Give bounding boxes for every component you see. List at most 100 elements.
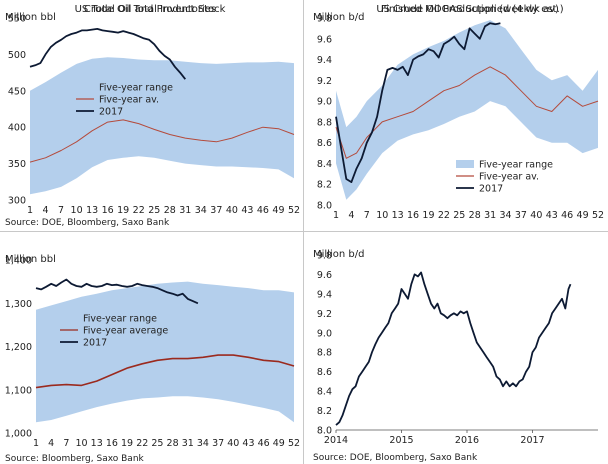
five-year-average-line	[35, 354, 295, 389]
x-tick-label: 19	[422, 210, 434, 221]
y-tick-label: 400	[8, 123, 26, 134]
legend-label: Five-year range	[83, 314, 157, 325]
x-tick-label: 34	[197, 438, 209, 449]
series-line-2017	[29, 28, 187, 80]
x-tick-label: 49	[272, 205, 284, 216]
y-tick-label: 8.4	[317, 387, 332, 398]
source-note: Source: Bloomberg, Saxo Bank	[5, 454, 145, 464]
y-tick-label: 450	[8, 86, 26, 97]
x-tick-label: 2016	[455, 435, 479, 446]
y-tick-label: 550	[8, 14, 26, 25]
y-tick-label: 1,200	[5, 342, 32, 353]
x-tick-label: 34	[195, 205, 207, 216]
x-tick-label: 7	[364, 210, 370, 221]
x-tick-label: 43	[546, 210, 558, 221]
y-axis-label: Million bbl	[5, 254, 56, 265]
x-tick-label: 28	[469, 210, 481, 221]
x-tick-label: 31	[179, 205, 191, 216]
y-tick-label: 8.2	[317, 180, 332, 191]
x-tick-label: 43	[242, 438, 254, 449]
x-tick-label: 28	[164, 205, 176, 216]
five-year-range-band	[36, 281, 294, 423]
x-tick-label: 40	[227, 438, 239, 449]
x-tick-label: 52	[288, 205, 300, 216]
x-tick-label: 49	[273, 438, 285, 449]
y-tick-label: 9.8	[317, 14, 332, 25]
y-tick-label: 8.6	[317, 367, 332, 378]
legend-swatch-range	[456, 160, 474, 168]
panel-divider-horizontal	[0, 231, 608, 232]
y-axis-label: Million b/d	[313, 249, 364, 260]
legend-label: 2017	[99, 107, 123, 118]
x-tick-label: 22	[136, 438, 148, 449]
five-year-range-band	[336, 20, 598, 200]
x-tick-label: 7	[58, 205, 64, 216]
series-line-2017	[335, 22, 501, 183]
five-year-average-line	[335, 66, 599, 159]
y-tick-label: 8.0	[317, 201, 332, 212]
x-tick-label: 16	[102, 205, 114, 216]
x-tick-label: 7	[63, 438, 69, 449]
x-tick-label: 52	[288, 438, 300, 449]
y-tick-label: 9.2	[317, 309, 332, 320]
x-tick-label: 1	[333, 210, 339, 221]
x-tick-label: 16	[106, 438, 118, 449]
legend-label: Five-year range	[99, 83, 173, 94]
chart-title: Finished MOGAS Supplied (4 wk av)	[381, 4, 559, 15]
source-note: Source: DOE, Bloomberg, Saxo Bank	[313, 453, 478, 463]
x-tick-label: 2017	[520, 435, 544, 446]
y-axis-label: Million bbl	[5, 12, 56, 23]
y-tick-label: 8.4	[317, 159, 332, 170]
legend-label: 2017	[83, 338, 107, 349]
legend-label: Five-year av.	[479, 172, 539, 183]
y-tick-label: 9.6	[317, 270, 332, 281]
x-tick-label: 31	[484, 210, 496, 221]
y-tick-label: 1,400	[5, 256, 32, 267]
x-tick-label: 4	[43, 205, 49, 216]
legend-swatch-range	[76, 83, 94, 91]
x-tick-label: 10	[75, 438, 87, 449]
y-tick-label: 500	[8, 50, 26, 61]
y-tick-label: 8.0	[317, 426, 332, 437]
x-tick-label: 46	[257, 205, 269, 216]
legend-label: 2017	[479, 184, 503, 195]
x-tick-label: 49	[577, 210, 589, 221]
y-tick-label: 1,300	[5, 299, 32, 310]
x-tick-label: 2015	[389, 435, 413, 446]
y-axis-label: Million b/d	[313, 12, 364, 23]
y-tick-label: 9.2	[317, 76, 332, 87]
y-tick-label: 9.4	[317, 55, 332, 66]
x-tick-label: 4	[348, 210, 354, 221]
y-tick-label: 8.2	[317, 406, 332, 417]
x-tick-label: 19	[117, 205, 129, 216]
y-tick-label: 8.8	[317, 348, 332, 359]
x-tick-label: 22	[133, 205, 145, 216]
x-tick-label: 13	[392, 210, 404, 221]
y-tick-label: 300	[8, 196, 26, 207]
series-line-2017	[35, 278, 199, 305]
x-tick-label: 13	[86, 205, 98, 216]
x-tick-label: 25	[151, 438, 163, 449]
source-note: Source: DOE, Bloomberg, Saxo Bank	[5, 218, 170, 228]
x-tick-label: 40	[530, 210, 542, 221]
y-tick-label: 9.8	[317, 251, 332, 262]
y-tick-label: 9.0	[317, 97, 332, 108]
y-tick-label: 9.0	[317, 328, 332, 339]
x-tick-label: 19	[121, 438, 133, 449]
x-tick-label: 31	[182, 438, 194, 449]
five-year-average-line	[29, 119, 295, 163]
x-tick-label: 37	[212, 438, 224, 449]
y-tick-label: 1,000	[5, 429, 32, 440]
x-tick-label: 34	[499, 210, 511, 221]
chart-title: Crude Oil Total Inventories	[84, 4, 216, 15]
x-tick-label: 4	[48, 438, 54, 449]
x-tick-label: 37	[515, 210, 527, 221]
y-tick-label: 8.8	[317, 117, 332, 128]
x-tick-label: 10	[71, 205, 83, 216]
legend-label: Five-year range	[479, 160, 553, 171]
x-tick-label: 16	[407, 210, 419, 221]
x-tick-label: 13	[91, 438, 103, 449]
x-tick-label: 22	[438, 210, 450, 221]
